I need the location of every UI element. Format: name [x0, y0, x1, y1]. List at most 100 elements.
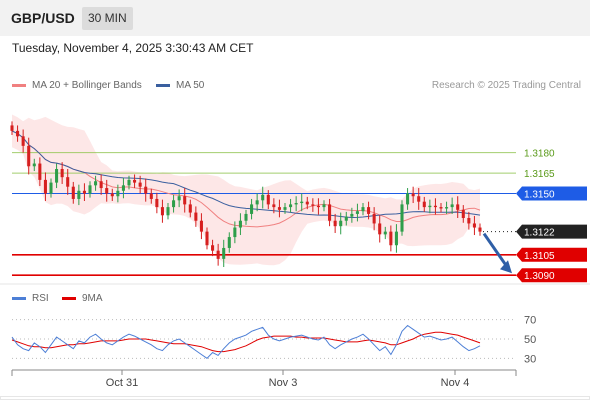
- candle: [472, 215, 476, 236]
- candle: [216, 243, 220, 266]
- candle: [467, 211, 471, 230]
- candle: [305, 196, 309, 210]
- candle: [389, 225, 393, 252]
- candle-body: [294, 203, 298, 205]
- candle-body: [71, 186, 75, 199]
- candle: [322, 200, 326, 212]
- candle: [177, 189, 181, 208]
- candle: [244, 209, 248, 225]
- candle-body: [211, 245, 215, 251]
- level-label-0: 1.3180: [524, 149, 555, 160]
- candle: [456, 196, 460, 219]
- candle-body: [216, 250, 220, 259]
- level-badge-2: [516, 186, 587, 201]
- candle: [233, 221, 237, 244]
- candle: [238, 213, 242, 236]
- candle: [205, 227, 209, 250]
- candle-body: [266, 194, 270, 205]
- candle: [367, 201, 371, 220]
- candle: [250, 198, 254, 220]
- candle-body: [461, 209, 465, 219]
- candle-body: [27, 145, 31, 167]
- candle: [222, 239, 226, 268]
- candle-body: [32, 163, 36, 167]
- candle-body: [238, 220, 242, 228]
- rsi-panel: 70 50 30: [11, 315, 536, 365]
- pair-title: GBP/USD: [11, 10, 75, 26]
- candle-body: [339, 220, 343, 227]
- candle-body: [60, 168, 64, 178]
- candle: [294, 196, 298, 212]
- candle: [372, 207, 376, 231]
- candle-body: [383, 231, 387, 235]
- copyright: Research © 2025 Trading Central: [431, 80, 581, 91]
- candle: [188, 199, 192, 218]
- candle-body: [77, 190, 81, 199]
- candle-body: [38, 163, 42, 180]
- candle: [261, 186, 265, 209]
- candle: [283, 203, 287, 214]
- rsi-ma-line: [11, 331, 481, 353]
- candle: [21, 129, 25, 153]
- candle-body: [183, 196, 187, 205]
- candle-body: [272, 204, 276, 208]
- candle: [194, 206, 198, 227]
- candle-body: [311, 204, 315, 206]
- candle-body: [422, 201, 426, 208]
- time-tick-label-0: Oct 31: [106, 377, 138, 389]
- candle-body: [43, 179, 47, 194]
- rsi-tick-label-0: 70: [524, 315, 536, 327]
- candle-body: [138, 182, 142, 187]
- candle-body: [55, 168, 59, 183]
- level-label-5: 1.3090: [524, 271, 555, 282]
- candle: [311, 198, 315, 212]
- legend-rsi-swatch: [12, 296, 26, 300]
- candle-body: [116, 190, 120, 197]
- candle: [406, 188, 410, 210]
- candle-body: [133, 179, 137, 183]
- level-badge-4: [516, 247, 587, 262]
- candle-body: [261, 194, 265, 201]
- candle: [172, 194, 176, 213]
- candle-body: [166, 207, 170, 216]
- candle: [422, 196, 426, 212]
- legend-ma50: MA 50: [156, 80, 204, 91]
- candle-body: [467, 218, 471, 224]
- candle-body: [199, 220, 203, 232]
- candle-body: [227, 237, 231, 248]
- candle-body: [305, 201, 309, 205]
- timeframe-badge[interactable]: 30 MIN: [82, 7, 133, 30]
- rsi-tick-label-2: 30: [524, 353, 536, 365]
- candle-body: [244, 213, 248, 221]
- candle-body: [105, 188, 109, 194]
- candle-body: [194, 212, 198, 221]
- legend-ma50-swatch: [156, 83, 170, 87]
- legend-rsi: RSI: [12, 293, 49, 304]
- legend-ma20-label: MA 20 + Bollinger Bands: [32, 80, 142, 91]
- candle: [394, 224, 398, 253]
- candle: [417, 188, 421, 210]
- candle: [277, 199, 281, 218]
- candle: [428, 199, 432, 214]
- candle-body: [328, 204, 332, 221]
- legend-rsi-ma-swatch: [62, 296, 76, 300]
- bollinger-band-layer: [12, 114, 480, 266]
- level-label-4: 1.3105: [524, 251, 555, 262]
- candle: [133, 174, 137, 189]
- candle-body: [144, 186, 148, 194]
- candle: [211, 239, 215, 257]
- rsi-tick-label-1: 50: [524, 334, 536, 346]
- candle-body: [445, 207, 449, 209]
- candle: [99, 174, 103, 195]
- candle: [266, 190, 270, 210]
- candle: [10, 121, 14, 135]
- candle: [60, 162, 64, 184]
- candle-body: [110, 193, 114, 197]
- candle-body: [88, 185, 92, 194]
- candle: [328, 198, 332, 227]
- candle: [138, 175, 142, 194]
- candle-body: [450, 204, 454, 208]
- candle-body: [378, 223, 382, 235]
- candle-body: [344, 216, 348, 221]
